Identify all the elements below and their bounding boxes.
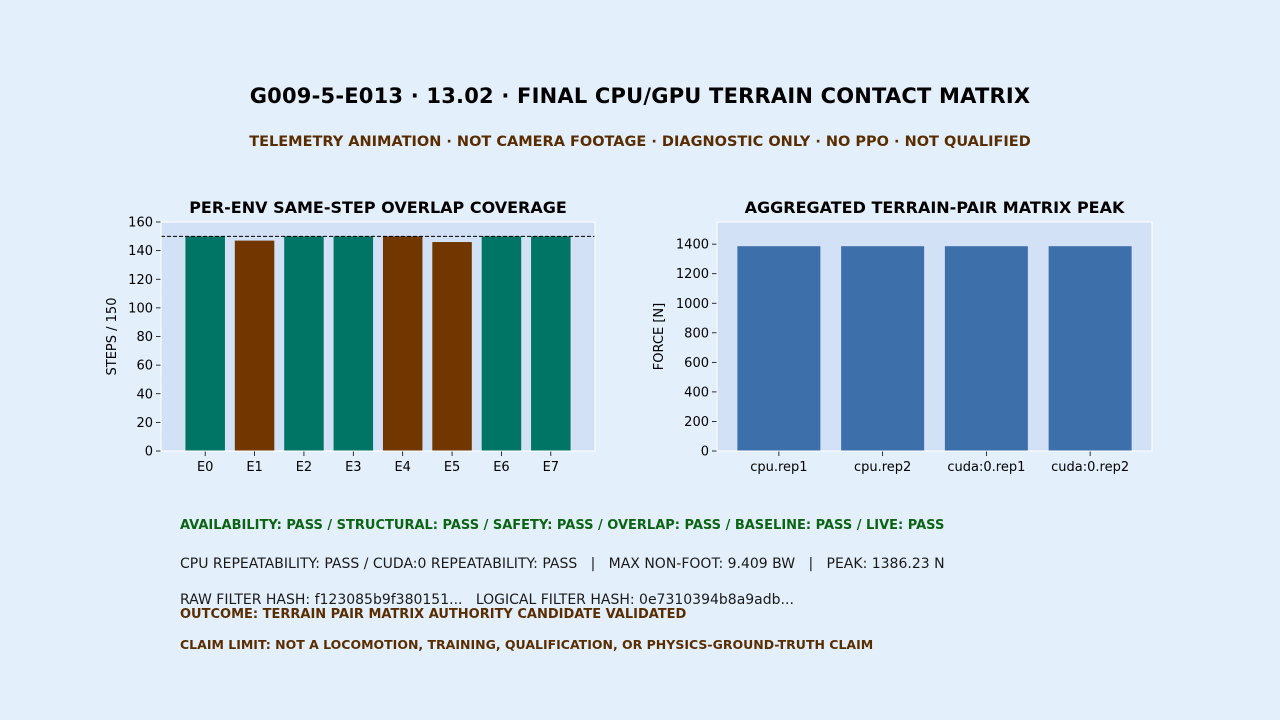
y-tick-label: 1200 [676, 267, 709, 282]
y-tick-label: 400 [684, 385, 709, 400]
x-tick-label: E7 [543, 460, 560, 475]
x-tick-label: E2 [296, 460, 313, 475]
y-tick-label: 0 [145, 445, 153, 460]
overlap-coverage-chart: PER-ENV SAME-STEP OVERLAP COVERAGE STEPS … [105, 198, 596, 475]
status-line: AVAILABILITY: PASS / STRUCTURAL: PASS / … [180, 518, 945, 533]
y-tick-label: 140 [128, 244, 153, 259]
y-tick-label: 0 [701, 445, 709, 460]
chart-title: PER-ENV SAME-STEP OVERLAP COVERAGE [189, 198, 567, 217]
x-tick-label: E3 [345, 460, 362, 475]
outcome-line: OUTCOME: TERRAIN PAIR MATRIX AUTHORITY C… [180, 607, 687, 622]
y-tick-label: 60 [136, 359, 153, 374]
bar-E1 [234, 240, 275, 451]
force-peak-chart: AGGREGATED TERRAIN-PAIR MATRIX PEAK FORCE… [652, 198, 1153, 475]
plot-area [161, 222, 595, 451]
page-subtitle: TELEMETRY ANIMATION · NOT CAMERA FOOTAGE… [249, 134, 1031, 150]
claim-limit-line: CLAIM LIMIT: NOT A LOCOMOTION, TRAINING,… [180, 637, 874, 652]
bar-E6 [481, 236, 522, 451]
bar-E3 [333, 236, 374, 451]
x-tick-label: E6 [493, 460, 510, 475]
bar-E7 [531, 236, 571, 451]
bar-E2 [284, 236, 324, 451]
y-tick-label: 40 [136, 387, 153, 402]
x-tick-label: E4 [394, 460, 411, 475]
y-tick-label: 1000 [676, 297, 709, 312]
y-tick-label: 80 [136, 330, 153, 345]
bar-E4 [382, 236, 423, 451]
x-tick-label: cpu.rep2 [854, 460, 911, 475]
y-tick-label: 100 [128, 301, 153, 316]
metrics-line: CPU REPEATABILITY: PASS / CUDA:0 REPEATA… [180, 556, 945, 572]
x-tick-label: cuda:0.rep1 [947, 460, 1025, 475]
x-tick-label: cuda:0.rep2 [1051, 460, 1129, 475]
hash-line: RAW FILTER HASH: f123085b9f380151... LOG… [180, 592, 794, 608]
y-tick-label: 200 [684, 415, 709, 430]
y-tick-label: 20 [136, 416, 153, 431]
y-tick-label: 800 [684, 326, 709, 341]
x-tick-label: E1 [246, 460, 263, 475]
plot-frame [716, 221, 1153, 452]
bar-cuda:0.rep1 [944, 246, 1028, 451]
y-axis-label: FORCE [N] [652, 303, 667, 370]
x-tick-label: E0 [197, 460, 214, 475]
x-tick-label: cpu.rep1 [750, 460, 807, 475]
bar-cpu.rep1 [737, 246, 821, 451]
y-tick-label: 120 [128, 273, 153, 288]
chart-title: AGGREGATED TERRAIN-PAIR MATRIX PEAK [745, 198, 1125, 217]
y-tick-label: 160 [128, 216, 153, 231]
y-tick-label: 600 [684, 356, 709, 371]
bar-cuda:0.rep2 [1048, 246, 1132, 451]
plot-frame [160, 221, 596, 452]
bar-E5 [432, 242, 472, 451]
y-axis-label: STEPS / 150 [105, 298, 120, 376]
bar-E0 [185, 236, 225, 451]
page-title: G009-5-E013 · 13.02 · FINAL CPU/GPU TERR… [249, 84, 1031, 108]
y-tick-label: 1400 [676, 238, 709, 253]
bar-cpu.rep2 [841, 246, 925, 451]
x-tick-label: E5 [444, 460, 461, 475]
